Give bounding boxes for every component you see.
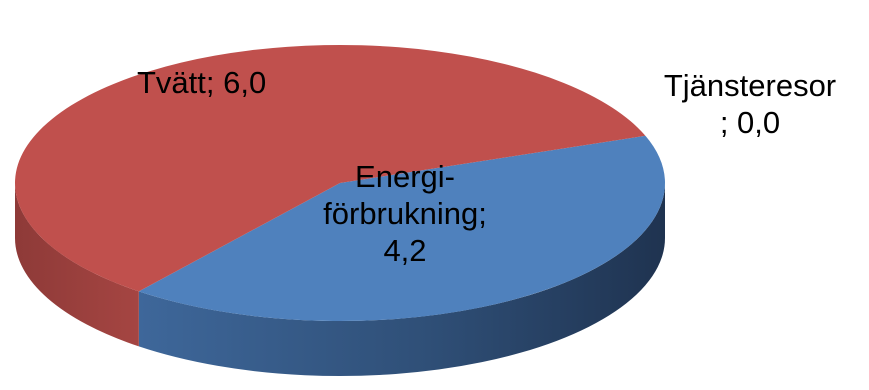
pie-slice-energiforbrukning xyxy=(138,135,665,322)
pie-side-group xyxy=(15,183,665,376)
data-label-energiforbrukning: Energi- förbrukning; 4,2 xyxy=(290,158,520,269)
data-label-tjansteresor: Tjänsteresor ; 0,0 xyxy=(640,67,860,141)
pie-slice-tvatt xyxy=(14,45,646,292)
data-label-tjansteresor-line2: ; 0,0 xyxy=(719,105,781,140)
data-label-energiforbrukning-line3: 4,2 xyxy=(383,233,427,268)
pie-side-tvatt xyxy=(15,183,139,347)
pie-top-group xyxy=(14,45,665,322)
data-label-energiforbrukning-line1: Energi- xyxy=(355,159,455,194)
data-label-tvatt: Tvätt; 6,0 xyxy=(137,65,267,100)
pie-side-energiforbrukning xyxy=(138,183,665,376)
data-label-tjansteresor-line1: Tjänsteresor xyxy=(663,68,837,103)
data-label-energiforbrukning-line2: förbrukning; xyxy=(323,196,487,231)
